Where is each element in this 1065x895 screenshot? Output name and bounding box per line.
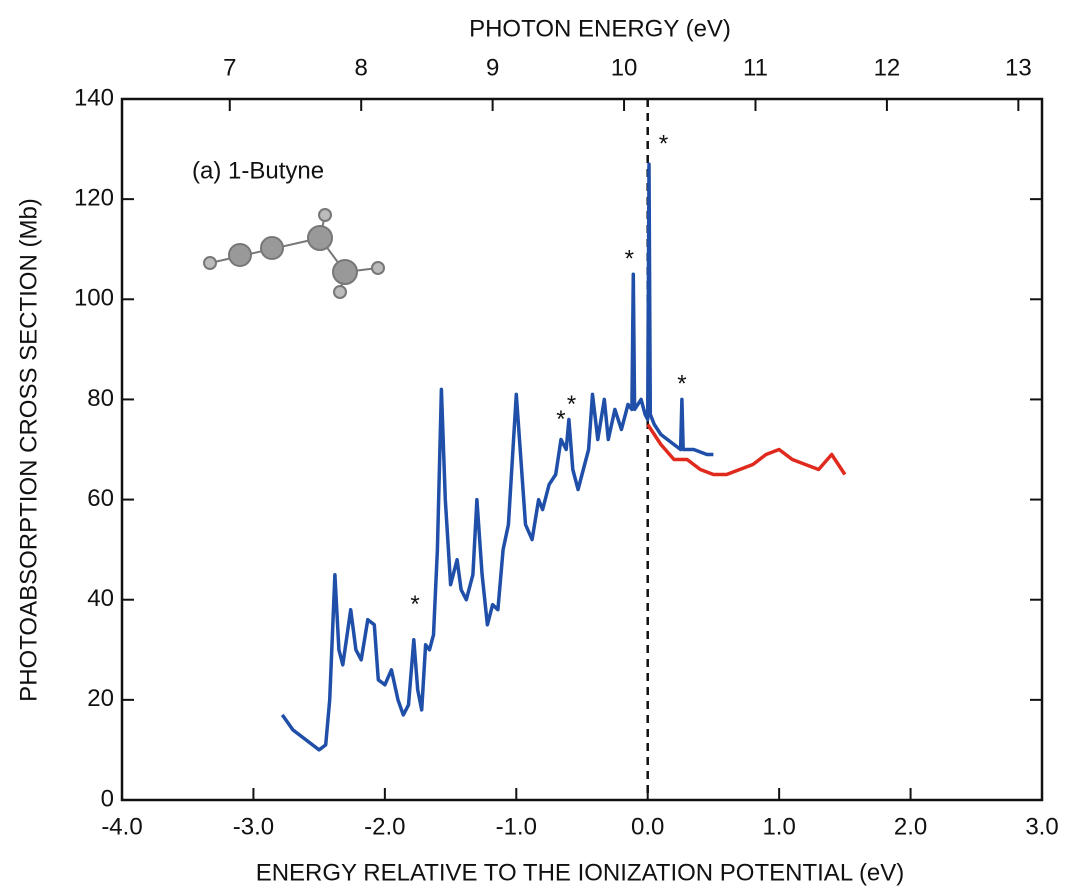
x-tick-label: -1.0 <box>496 813 537 840</box>
x-tick-label: -3.0 <box>233 813 274 840</box>
plot-frame <box>120 97 1044 802</box>
y-tick-label: 120 <box>74 184 114 211</box>
x-tick-label: 0.0 <box>631 813 664 840</box>
data-line <box>280 162 714 752</box>
y-tick-label: 60 <box>87 485 114 512</box>
y-tick-label: 80 <box>87 385 114 412</box>
top-tick-label: 7 <box>223 54 236 81</box>
top-axis-title: PHOTON ENERGY (eV) <box>469 15 731 42</box>
annotation-title: (a) 1-Butyne <box>192 157 324 184</box>
y-tick-label: 0 <box>101 785 114 812</box>
annotation: * <box>556 406 565 433</box>
x-tick-label: 3.0 <box>1025 813 1058 840</box>
molecule-icon <box>203 208 385 299</box>
y-axis-title: PHOTOABSORPTION CROSS SECTION (Mb) <box>15 198 42 702</box>
top-tick-label: 12 <box>874 54 901 81</box>
y-tick-label: 100 <box>74 285 114 312</box>
annotation: * <box>659 130 668 157</box>
x-tick-label: 1.0 <box>762 813 795 840</box>
x-tick-label: -2.0 <box>364 813 405 840</box>
top-tick-label: 13 <box>1005 54 1032 81</box>
x-tick-label: -4.0 <box>101 813 142 840</box>
annotation: * <box>625 246 634 273</box>
data-line <box>646 423 847 477</box>
y-tick-label: 20 <box>87 685 114 712</box>
y-tick-label: 40 <box>87 585 114 612</box>
annotation: * <box>567 391 576 418</box>
top-tick-label: 8 <box>355 54 368 81</box>
annotation: * <box>677 371 686 398</box>
annotation: * <box>410 591 419 618</box>
y-tick-label: 140 <box>74 84 114 111</box>
top-tick-label: 10 <box>611 54 638 81</box>
top-tick-label: 11 <box>743 54 768 81</box>
x-axis-title: ENERGY RELATIVE TO THE IONIZATION POTENT… <box>256 859 905 886</box>
x-tick-label: 2.0 <box>894 813 927 840</box>
top-tick-label: 9 <box>486 54 499 81</box>
